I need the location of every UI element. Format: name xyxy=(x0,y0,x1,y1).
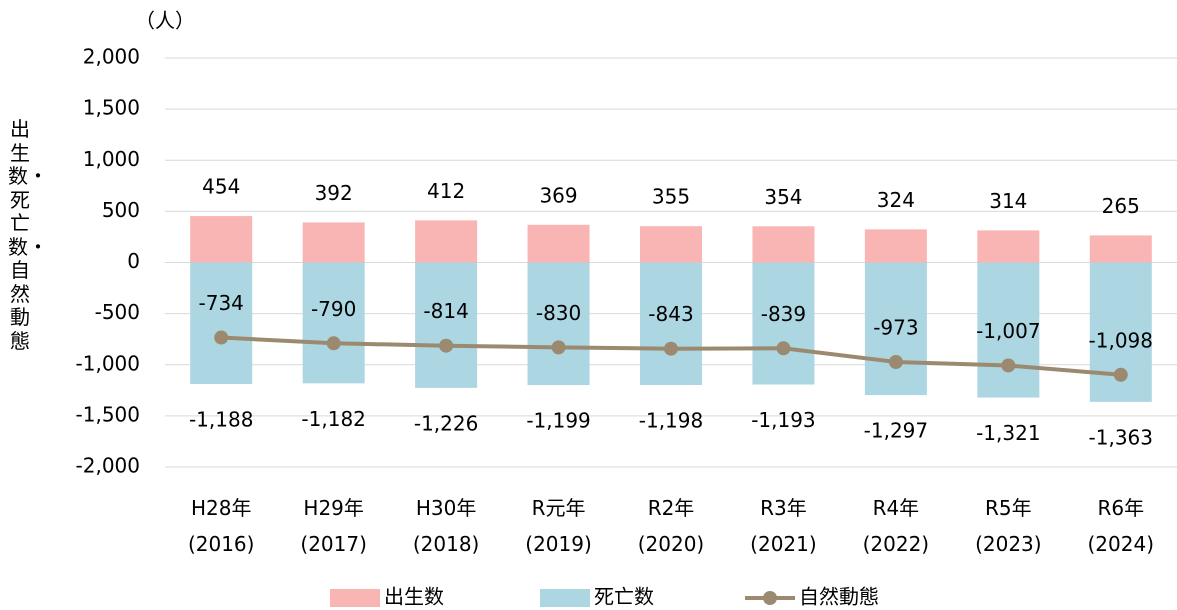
data-label: -1,193 xyxy=(751,408,815,432)
bar xyxy=(415,262,478,388)
data-label: -1,182 xyxy=(301,407,365,431)
y-tick-label: 1,000 xyxy=(83,147,140,171)
data-label: 324 xyxy=(877,188,915,212)
data-label: -1,297 xyxy=(864,419,928,443)
line-point xyxy=(439,338,454,353)
bar xyxy=(752,262,815,385)
data-label: -830 xyxy=(536,301,581,325)
data-label: -1,226 xyxy=(414,411,478,435)
bar xyxy=(415,220,478,263)
data-label: 454 xyxy=(202,175,240,199)
data-label: -1,007 xyxy=(976,319,1040,343)
line-point xyxy=(1113,367,1128,382)
bar xyxy=(190,216,253,263)
bar xyxy=(302,222,365,263)
y-tick-label: -1,500 xyxy=(76,402,140,426)
data-label: -734 xyxy=(199,291,244,315)
data-label: -1,199 xyxy=(526,409,590,433)
x-tick-label: R3年 (2021) xyxy=(750,496,817,556)
line-point xyxy=(326,336,341,351)
y-tick-label: 2,000 xyxy=(83,45,140,69)
legend-swatch xyxy=(763,591,777,605)
legend-label: 出生数 xyxy=(384,585,444,609)
bar xyxy=(190,262,253,384)
bar xyxy=(977,262,1040,398)
data-label: -1,098 xyxy=(1089,328,1153,352)
data-label: 354 xyxy=(764,185,802,209)
x-tick-label: R元年 (2019) xyxy=(525,496,592,556)
line-point xyxy=(664,341,678,356)
data-label: 392 xyxy=(315,181,353,205)
x-tick-label: R2年 (2020) xyxy=(637,496,705,556)
bar xyxy=(527,224,590,263)
data-label: -843 xyxy=(648,302,693,326)
data-label: -1,198 xyxy=(639,408,703,432)
data-label: -1,188 xyxy=(189,407,253,431)
y-tick-label: -1,000 xyxy=(76,351,140,375)
data-label: -790 xyxy=(311,297,356,321)
x-tick-label: R4年 (2022) xyxy=(862,496,930,556)
bar xyxy=(752,226,815,263)
legend-label: 死亡数 xyxy=(594,585,654,609)
bar xyxy=(640,226,702,263)
legend-label: 自然動態 xyxy=(799,585,879,609)
data-label: -1,363 xyxy=(1089,425,1153,449)
data-label: -973 xyxy=(873,315,918,339)
data-label: -814 xyxy=(423,299,468,323)
x-tick-label: R5年 (2023) xyxy=(975,496,1042,556)
y-tick-label: 500 xyxy=(102,198,140,222)
x-tick-label: H29年 (2017) xyxy=(300,496,367,556)
bar xyxy=(302,262,365,384)
legend-swatch xyxy=(540,589,590,607)
line-point xyxy=(888,354,903,369)
bar xyxy=(864,229,927,263)
data-label: 265 xyxy=(1102,194,1140,218)
data-label: 412 xyxy=(427,179,465,203)
line-point xyxy=(1001,358,1016,373)
bar xyxy=(864,262,927,396)
legend-swatch xyxy=(330,589,380,607)
y-tick-label: -2,000 xyxy=(76,454,140,478)
x-tick-label: H28年 (2016) xyxy=(187,496,255,556)
data-label: -839 xyxy=(761,302,806,326)
y-tick-label: 1,500 xyxy=(83,96,140,120)
unit-label: （人） xyxy=(135,9,195,33)
y-axis-label: 出生数・死亡数・自然動態 xyxy=(8,117,48,353)
y-tick-label: -500 xyxy=(95,300,140,324)
y-tick-label: 0 xyxy=(127,249,140,273)
data-label: 355 xyxy=(652,185,690,209)
line-point xyxy=(214,330,229,345)
data-label: 314 xyxy=(989,189,1027,213)
bar xyxy=(977,230,1040,263)
data-label: -1,321 xyxy=(976,421,1040,445)
data-label: 369 xyxy=(539,183,577,207)
x-tick-label: H30年 (2018) xyxy=(412,496,480,556)
bar xyxy=(527,262,590,386)
bar xyxy=(1089,235,1152,263)
line-point xyxy=(551,340,566,355)
x-tick-label: R6年 (2024) xyxy=(1087,496,1155,556)
line-point xyxy=(776,341,791,356)
bar xyxy=(640,262,702,385)
